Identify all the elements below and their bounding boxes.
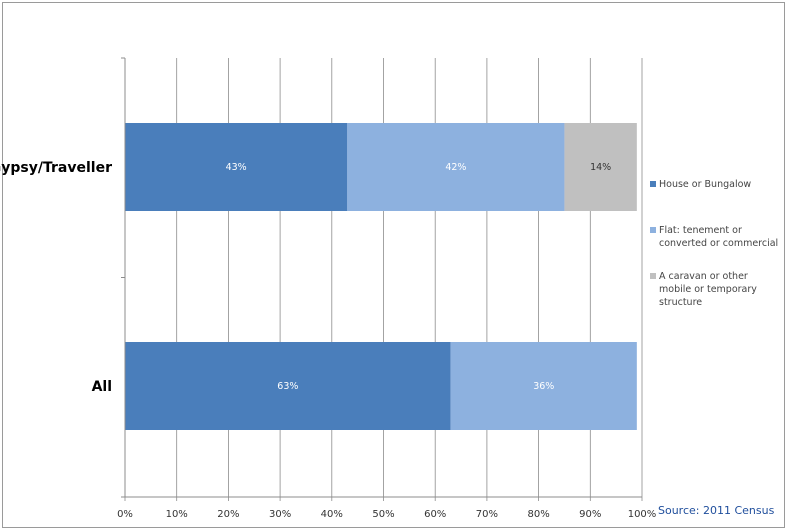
data-label: 36% (533, 381, 554, 392)
x-tick-label: 90% (579, 509, 601, 520)
x-tick-label: 30% (269, 509, 291, 520)
bar-segment (564, 123, 637, 211)
category-label: Gypsy/Traveller (0, 160, 112, 176)
legend-swatch-house (650, 181, 656, 187)
bar-segment (125, 123, 348, 211)
bar-segment (347, 123, 565, 211)
legend-swatch-caravan (650, 273, 656, 279)
data-label: 43% (226, 162, 247, 173)
category-labels: Gypsy/Traveller All (0, 160, 112, 395)
bars (125, 123, 637, 430)
data-labels: 43% 42% 14% 63% 36% (226, 162, 612, 392)
x-tick-label: 100% (628, 509, 657, 520)
data-label: 63% (277, 381, 298, 392)
legend-label-house: House or Bungalow (659, 179, 752, 190)
x-tick-label: 40% (321, 509, 343, 520)
bar-segment (450, 342, 637, 430)
x-tick-label: 0% (117, 509, 133, 520)
legend-label-caravan: A caravan or other mobile or temporary s… (659, 271, 757, 308)
legend-item-house: House or Bungalow (650, 178, 780, 191)
axes (121, 57, 643, 501)
x-tick-label: 20% (217, 509, 239, 520)
x-tick-label: 10% (166, 509, 188, 520)
category-label: All (92, 379, 112, 395)
x-tick-labels: 0% 10% 20% 30% 40% 50% 60% 70% 80% 90% 100% (117, 509, 656, 520)
legend-item-caravan: A caravan or other mobile or temporary s… (650, 270, 780, 309)
legend-label-flat: Flat: tenement or converted or commercia… (659, 225, 779, 249)
x-tick-label: 50% (372, 509, 394, 520)
legend-item-flat: Flat: tenement or converted or commercia… (650, 224, 780, 250)
data-label: 42% (445, 162, 466, 173)
x-tick-label: 60% (424, 509, 446, 520)
x-tick-label: 80% (527, 509, 549, 520)
bar-segment (125, 342, 451, 430)
x-tick-label: 70% (476, 509, 498, 520)
source-note: Source: 2011 Census (658, 504, 775, 517)
legend-swatch-flat (650, 227, 656, 233)
data-label: 14% (590, 162, 611, 173)
